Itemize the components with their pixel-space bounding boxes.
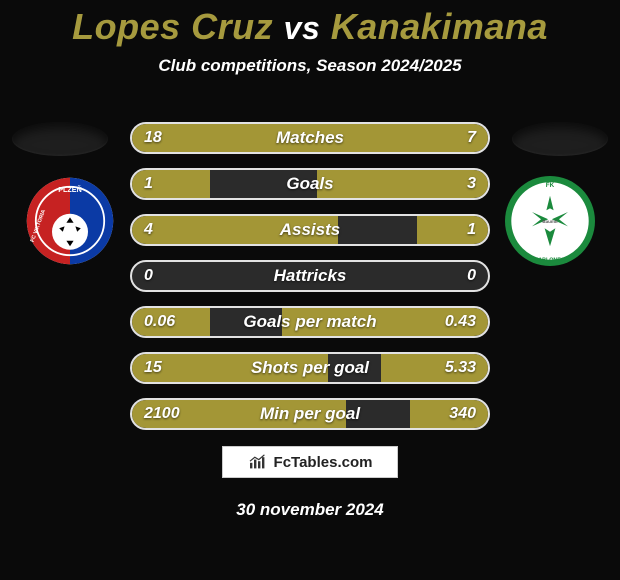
footer-date: 30 november 2024 [0,500,620,520]
page-title: Lopes Cruz vs Kanakimana [0,0,620,48]
stat-row: 41Assists [130,214,490,246]
stat-row: 155.33Shots per goal [130,352,490,384]
stat-label: Hattricks [132,262,488,290]
player1-name: Lopes Cruz [72,6,273,47]
svg-text:JABLONEC: JABLONEC [535,258,565,264]
stat-row: 13Goals [130,168,490,200]
chart-icon [248,454,268,470]
subtitle: Club competitions, Season 2024/2025 [0,56,620,76]
watermark-label: FcTables.com [274,454,373,471]
stat-row: 0.060.43Goals per match [130,306,490,338]
stat-label: Matches [132,124,488,152]
stat-label: Min per goal [132,400,488,428]
stat-row: 2100340Min per goal [130,398,490,430]
svg-text:FK: FK [546,182,555,189]
comparison-infographic: Lopes Cruz vs Kanakimana Club competitio… [0,0,620,580]
stat-label: Goals per match [132,308,488,336]
watermark-badge: FcTables.com [222,446,398,478]
stat-row: 00Hattricks [130,260,490,292]
stat-label: Assists [132,216,488,244]
stat-label: Shots per goal [132,354,488,382]
team-right-badge: FK JABLONEC Baumit [505,176,595,266]
stat-label: Goals [132,170,488,198]
player2-name: Kanakimana [331,6,548,47]
player1-silhouette-shadow [12,122,108,156]
svg-text:Baumit: Baumit [542,219,558,224]
vs-label: vs [284,10,321,46]
stat-row: 187Matches [130,122,490,154]
stat-bar-stack: 187Matches 13Goals 41Assists 00Hattricks 0.0… [130,122,490,444]
team-left-badge: PLZEŇ FC VIKTORIA [25,176,115,266]
player2-silhouette-shadow [512,122,608,156]
svg-text:PLZEŇ: PLZEŇ [58,185,82,194]
